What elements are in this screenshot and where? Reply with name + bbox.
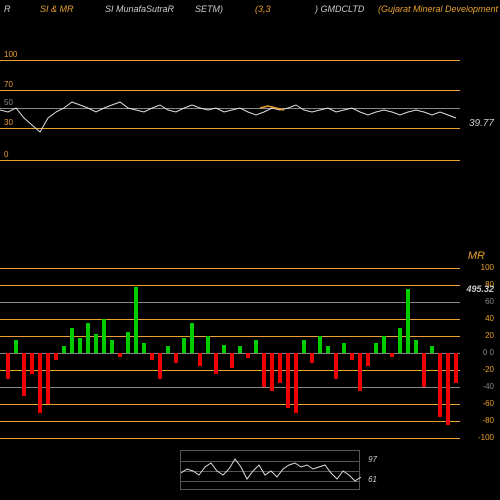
momentum-bar [438, 353, 442, 417]
momentum-bar [278, 353, 282, 383]
momentum-bar [230, 353, 234, 368]
gridline [0, 319, 460, 320]
momentum-bar [6, 353, 10, 379]
bottom-bar-panel: 100806040200 0-20-40-60-80-100495.32 [0, 268, 500, 438]
mr-label: MR [468, 250, 485, 262]
momentum-bar [126, 332, 130, 353]
momentum-bar [206, 336, 210, 353]
momentum-bar [342, 343, 346, 353]
momentum-bar [54, 353, 58, 360]
momentum-bar [222, 345, 226, 354]
mini-axis-label: 97 [368, 455, 377, 464]
gridline [0, 421, 460, 422]
momentum-bar [214, 353, 218, 374]
gridline [0, 336, 460, 337]
momentum-bar [118, 353, 122, 357]
momentum-bar [198, 353, 202, 366]
axis-label: -100 [478, 433, 494, 442]
momentum-bar [294, 353, 298, 413]
momentum-bar [70, 328, 74, 354]
momentum-bar [102, 319, 106, 353]
momentum-bar [62, 346, 66, 353]
gridline [0, 268, 460, 269]
gridline [0, 387, 460, 388]
momentum-bar [246, 353, 250, 358]
oscillator-line [0, 60, 460, 190]
momentum-bar [182, 338, 186, 353]
momentum-bar [150, 353, 154, 360]
momentum-bar [166, 346, 170, 353]
momentum-bar [382, 336, 386, 353]
gridline [0, 302, 460, 303]
gridline [0, 438, 460, 439]
momentum-bar [390, 353, 394, 357]
current-value-label: 39.77 [469, 118, 494, 129]
momentum-bar [190, 323, 194, 353]
momentum-bar [38, 353, 42, 413]
axis-label: 100 [481, 263, 494, 272]
momentum-bar [310, 353, 314, 363]
momentum-bar [366, 353, 370, 366]
mini-axis-label: 61 [368, 475, 377, 484]
momentum-bar [22, 353, 26, 396]
momentum-bar [286, 353, 290, 408]
momentum-bar [334, 353, 338, 379]
momentum-bar [454, 353, 458, 383]
header-text: SI & MR [40, 4, 74, 14]
momentum-bar [110, 340, 114, 353]
axis-label: -60 [482, 399, 494, 408]
momentum-bar [446, 353, 450, 425]
momentum-bar [430, 346, 434, 353]
momentum-bar [174, 353, 178, 363]
gridline [0, 370, 460, 371]
momentum-bar [94, 334, 98, 353]
momentum-bar [238, 346, 242, 353]
momentum-bar [406, 289, 410, 353]
momentum-bar [262, 353, 266, 387]
chart-header: R SI & MR SI MunafaSutraR SETM) (3,3 ) GMDCLT… [0, 0, 500, 18]
momentum-bar [78, 338, 82, 353]
top-oscillator-panel: 100705030039.77 [0, 60, 500, 190]
momentum-bar [270, 353, 274, 391]
momentum-bar [86, 323, 90, 353]
momentum-bar [30, 353, 34, 374]
header-text: R [4, 4, 11, 14]
header-text: (3,3 [255, 4, 271, 14]
header-text: (Gujarat Mineral Development C [378, 4, 500, 14]
axis-label: 0 0 [483, 348, 494, 357]
header-text: ) GMDCLTD [315, 4, 364, 14]
momentum-bar [14, 340, 18, 353]
momentum-bar [358, 353, 362, 391]
momentum-bar [374, 343, 378, 353]
axis-label: 100 [4, 50, 17, 59]
axis-label: 20 [485, 331, 494, 340]
mini-summary-chart: 9761 [180, 450, 360, 490]
header-text: SI MunafaSutraR [105, 4, 174, 14]
axis-label: 40 [485, 314, 494, 323]
momentum-bar [350, 353, 354, 360]
momentum-bar [398, 328, 402, 354]
momentum-bar [318, 336, 322, 353]
momentum-bar [142, 343, 146, 353]
axis-label: -80 [482, 416, 494, 425]
momentum-bar [158, 353, 162, 379]
momentum-bar [254, 340, 258, 353]
axis-label: -40 [482, 382, 494, 391]
chart-container: R SI & MR SI MunafaSutraR SETM) (3,3 ) GMDCLT… [0, 0, 500, 500]
axis-label: -20 [482, 365, 494, 374]
gridline [0, 285, 460, 286]
axis-label: 60 [485, 297, 494, 306]
gridline [0, 404, 460, 405]
momentum-bar [46, 353, 50, 404]
momentum-bar [302, 340, 306, 353]
momentum-bar [326, 346, 330, 353]
header-text: SETM) [195, 4, 223, 14]
momentum-bar [414, 340, 418, 353]
momentum-bar [422, 353, 426, 387]
current-value-label: 495.32 [466, 284, 494, 294]
mini-line [181, 451, 361, 491]
momentum-bar [134, 287, 138, 353]
